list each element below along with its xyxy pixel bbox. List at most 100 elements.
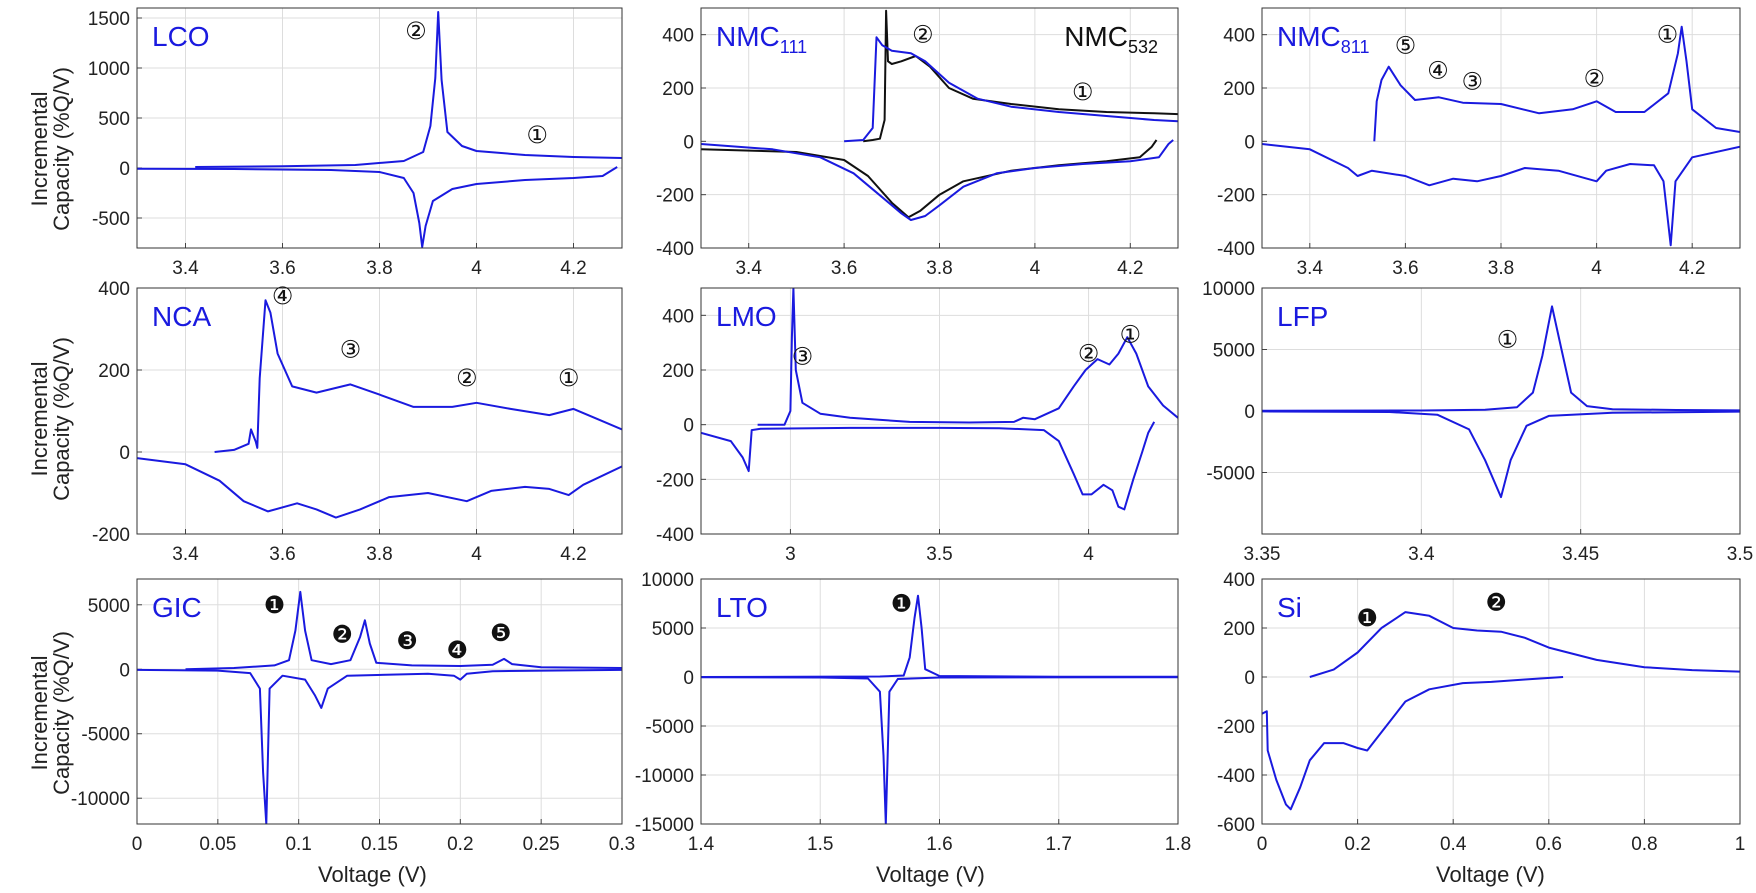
xlabel-col1: Voltage (V) [318,862,427,887]
peak-annotation: ② [1078,340,1100,368]
series-line [1262,676,1564,811]
series-line [1262,143,1740,247]
series-line [137,457,622,519]
peak-annotation: ③ [792,342,814,370]
x-tick-label: 3 [785,544,796,565]
x-tick-label: 3.8 [926,258,952,279]
y-tick-label: 200 [1223,619,1255,640]
x-tick-label: 0.6 [1536,834,1562,855]
xlabel-col2: Voltage (V) [876,862,985,887]
peak-annotation: ③ [340,336,362,364]
LCO-panel: 3.4 3.6 3.8 4 4.2 -500 0 500 1000 1500 LCO ② ① [88,7,623,279]
x-tick-label: 4.2 [1117,258,1143,279]
peak-annotation: ② [912,21,934,49]
y-tick-label: -200 [1217,717,1255,738]
y-tick-label: 5000 [88,596,130,617]
plot-frame [1261,578,1741,825]
peak-annotation: ❺ [490,619,512,647]
x-tick-label: 0.25 [523,834,560,855]
y-tick-label: 200 [1223,79,1255,100]
panel-label: NMC532 [1064,21,1158,57]
plot-frame [700,287,1179,535]
y-tick-label: 5000 [652,619,694,640]
series-line [1262,305,1740,412]
y-tick-label: 400 [98,279,130,300]
peak-annotation: ② [1583,65,1605,93]
series-line [1309,611,1740,678]
GIC-panel: 0 0.05 0.1 0.15 0.2 0.25 0.3 -10000 -5000 0 5000 GI… [71,578,635,855]
peak-annotation: ❹ [446,636,468,664]
y-tick-label: 0 [1244,668,1255,689]
y-tick-label: 0 [119,660,130,681]
y-tick-label: -400 [656,525,694,546]
series-line [195,11,622,168]
y-tick-label: -15000 [635,815,694,836]
y-tick-label: 5000 [1213,341,1255,362]
y-tick-label: 10000 [641,570,694,591]
y-tick-label: 10000 [1202,279,1255,300]
x-tick-label: 1 [1735,834,1746,855]
x-tick-label: 0 [132,834,143,855]
ylabel-row3-line2: Capacity (%Q/V) [49,631,74,795]
peak-annotation: ② [456,364,478,392]
y-tick-label: -200 [656,470,694,491]
y-tick-label: -600 [1217,815,1255,836]
xlabel-col3: Voltage (V) [1436,862,1545,887]
y-tick-label: 0 [119,159,130,180]
y-tick-label: -200 [92,525,130,546]
panel-label: NMC811 [1277,21,1369,57]
x-tick-label: 0.1 [285,834,311,855]
y-tick-label: -10000 [635,766,694,787]
plot-area [1262,579,1740,824]
x-tick-label: 3.4 [172,258,199,279]
series-line [701,594,1178,678]
peak-annotation: ⑤ [1395,31,1417,59]
y-tick-label: -400 [656,239,694,260]
peak-annotation: ① [1497,326,1519,354]
peak-annotation: ❶ [891,590,913,618]
y-tick-label: -10000 [71,789,130,810]
NMC811-panel: 3.4 3.6 3.8 4 4.2 -400 -200 0 200 400 NMC811 ⑤④ ③ ② ① [1217,7,1741,279]
y-tick-label: -400 [1217,239,1255,260]
y-tick-label: 200 [98,361,130,382]
x-tick-label: 0.8 [1631,834,1657,855]
x-tick-label: 1.6 [926,834,952,855]
plot-frame [700,7,1179,249]
x-tick-label: 3.6 [269,544,295,565]
y-tick-label: 0 [1244,402,1255,423]
x-tick-label: 4 [1083,544,1094,565]
x-tick-label: 4.2 [1679,258,1705,279]
peak-annotation: ❷ [1485,588,1507,616]
series-line [214,299,622,453]
x-tick-label: 3.8 [1488,258,1514,279]
peak-annotation: ❶ [1356,604,1378,632]
peak-annotation: ① [1120,320,1142,348]
series-line [137,668,622,824]
x-tick-label: 3.6 [269,258,295,279]
y-tick-label: 0 [683,416,694,437]
x-tick-label: 3.6 [1392,258,1418,279]
x-tick-label: 3.4 [172,544,199,565]
panel-label: LMO [716,301,777,332]
y-tick-label: -500 [92,209,130,230]
y-tick-label: 0 [1244,132,1255,153]
y-tick-label: 400 [662,306,694,327]
series-line [185,590,622,671]
x-tick-label: 4.2 [560,258,586,279]
x-tick-label: 0.2 [1344,834,1370,855]
LFP-panel: 3.35 3.4 3.45 3.5 -5000 0 5000 10000 LFP ① [1202,279,1753,565]
y-tick-label: -400 [1217,766,1255,787]
plot-frame [136,7,623,249]
y-tick-label: 200 [662,361,694,382]
x-tick-label: 0 [1257,834,1268,855]
y-tick-label: 0 [683,668,694,689]
peak-annotation: ❸ [396,627,418,655]
LTO-panel: 1.4 1.5 1.6 1.7 1.8 -15000 -10000 -5000 0 5000 100… [635,570,1191,855]
plot-frame [1261,287,1741,535]
panel-label: LFP [1277,301,1328,332]
x-tick-label: 0.4 [1440,834,1467,855]
peak-annotation: ① [526,121,548,149]
NCA-panel: 3.4 3.6 3.8 4 4.2 -200 0 200 400 NCA ④ ③ ② ① [92,279,623,565]
